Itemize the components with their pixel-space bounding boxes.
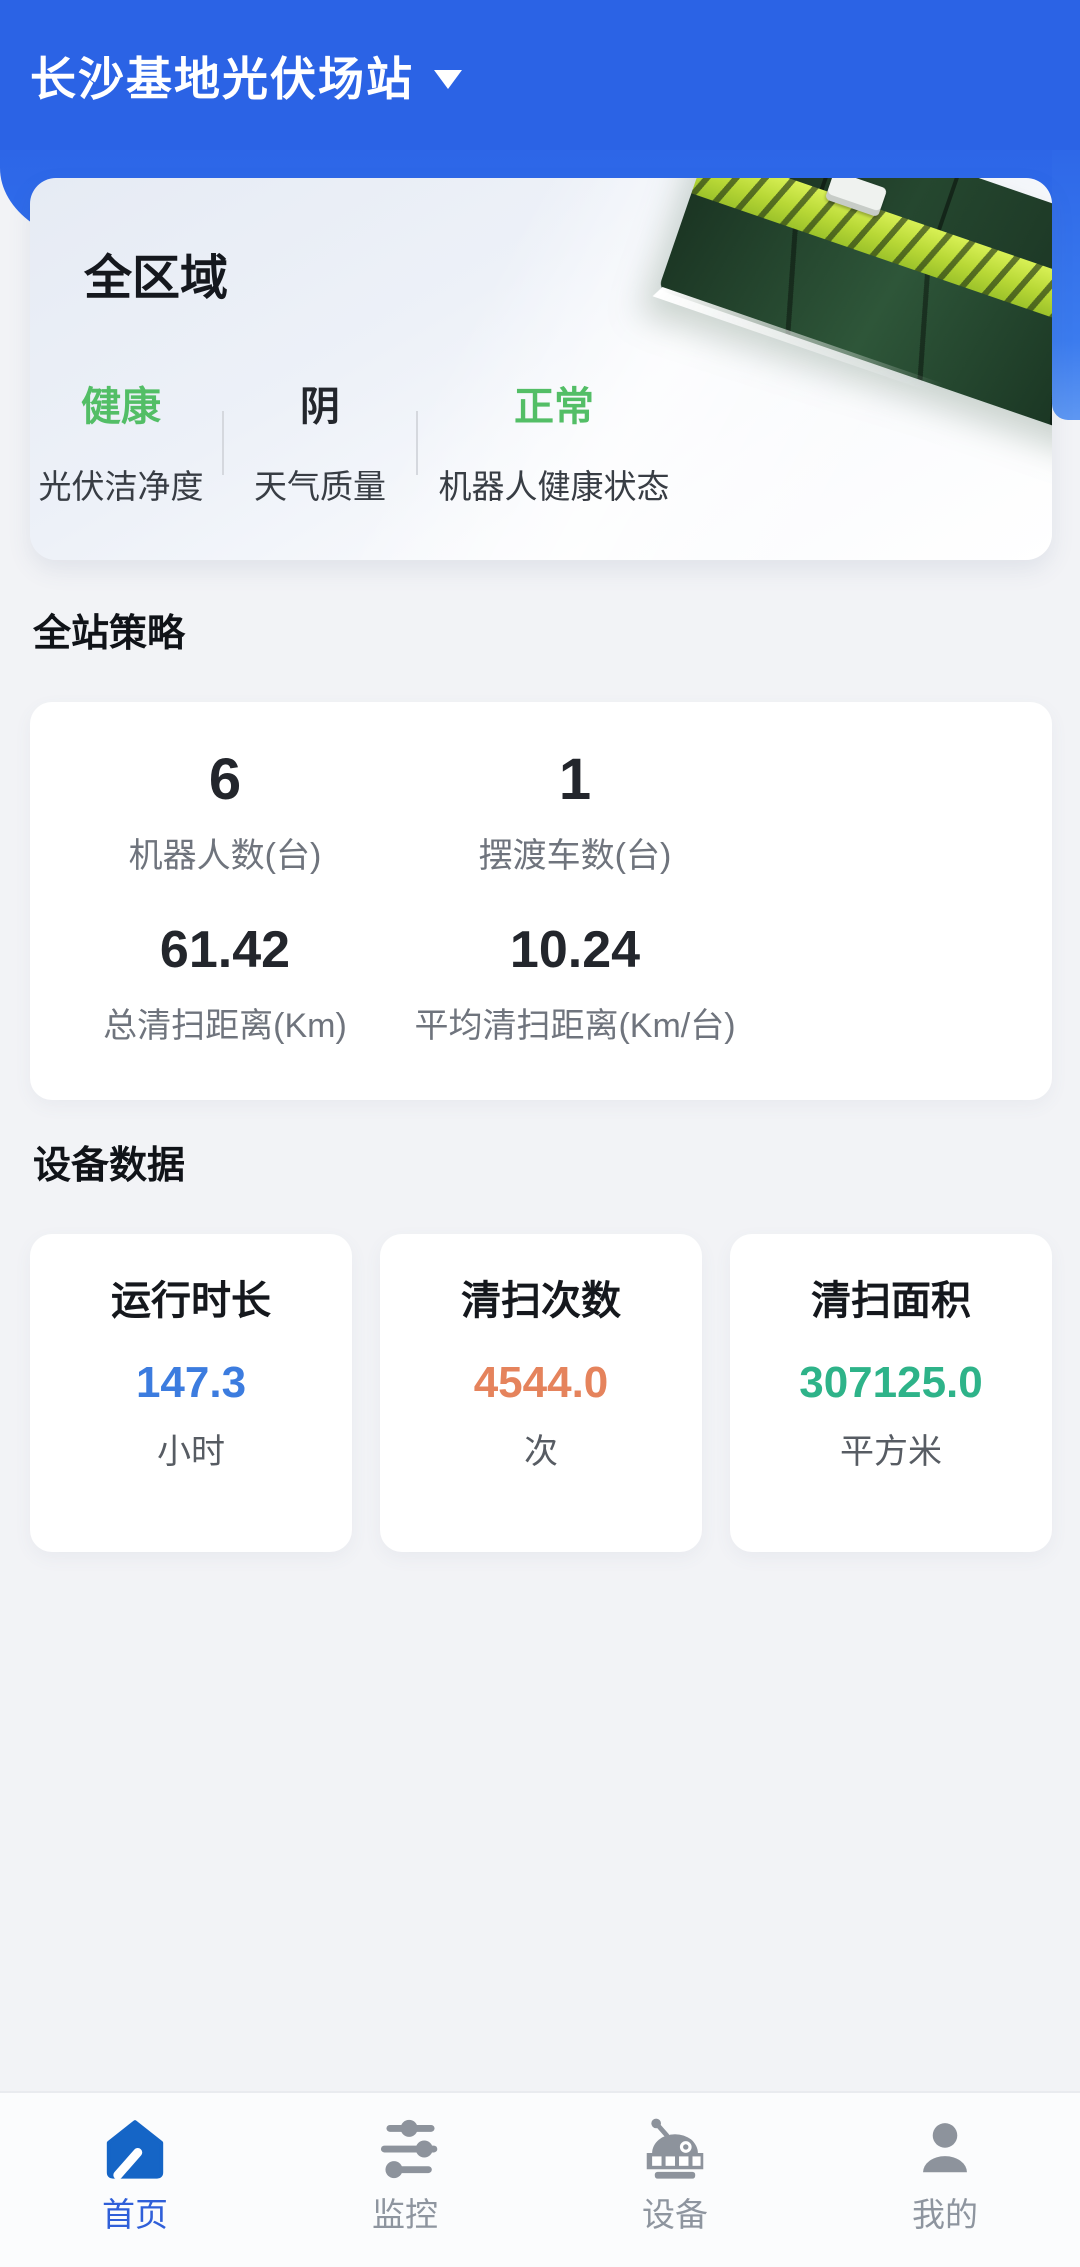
- user-icon: [906, 2113, 984, 2185]
- device-card-unit: 平方米: [840, 1433, 942, 1471]
- section-title-device: 设备数据: [33, 1145, 186, 1187]
- caret-down-icon: [434, 69, 462, 89]
- stat-label: 摆渡车数(台): [478, 837, 672, 875]
- device-cards-row: 运行时长 147.3 小时 清扫次数 4544.0 次 清扫面积 307125.…: [30, 1234, 1052, 1552]
- device-card-value: 147.3: [135, 1358, 247, 1407]
- status-divider: [222, 411, 224, 475]
- nav-item-device[interactable]: 设备: [540, 2093, 810, 2267]
- nav-item-home[interactable]: 首页: [0, 2093, 270, 2267]
- nav-item-monitor[interactable]: 监控: [270, 2093, 540, 2267]
- main-content: 全区域 健康 光伏洁净度 阴 天气质量 正常 机器人健康状态 全站策略: [0, 0, 1080, 1552]
- overview-status-row: 健康 光伏洁净度 阴 天气质量 正常 机器人健康状态: [39, 383, 670, 505]
- device-card-unit: 小时: [157, 1433, 225, 1471]
- stat-robot-count: 6 机器人数(台): [50, 748, 400, 876]
- nav-label: 监控: [372, 2196, 438, 2233]
- status-value: 健康: [81, 385, 161, 429]
- stat-label: 机器人数(台): [128, 837, 322, 875]
- nav-item-profile[interactable]: 我的: [810, 2093, 1080, 2267]
- section-title-strategy: 全站策略: [33, 613, 186, 655]
- device-card-title: 清扫面积: [811, 1279, 971, 1323]
- robot-icon: [636, 2113, 714, 2185]
- device-card-title: 运行时长: [111, 1279, 271, 1323]
- device-card-title: 清扫次数: [461, 1279, 621, 1323]
- status-divider: [416, 411, 418, 475]
- stat-average-distance: 10.24 平均清扫距离(Km/台): [400, 920, 750, 1046]
- stat-value: 10.24: [509, 921, 641, 979]
- station-title: 长沙基地光伏场站: [30, 53, 414, 105]
- strategy-stats-grid: 6 机器人数(台) 1 摆渡车数(台) 61.42 总清扫距离(Km) 10.2…: [50, 748, 1052, 1046]
- stat-value: 6: [208, 747, 242, 812]
- status-label: 机器人健康状态: [438, 468, 670, 505]
- home-icon: [96, 2113, 174, 2185]
- stat-value: 1: [558, 747, 592, 812]
- app-header: 长沙基地光伏场站: [0, 0, 1080, 152]
- overview-title: 全区域: [84, 252, 229, 305]
- device-card-unit: 次: [524, 1433, 558, 1471]
- nav-label: 首页: [102, 2196, 168, 2233]
- overview-card: 全区域 健康 光伏洁净度 阴 天气质量 正常 机器人健康状态: [30, 178, 1052, 560]
- nav-label: 设备: [642, 2196, 708, 2233]
- header-background: [0, 0, 1080, 152]
- status-label: 光伏洁净度: [38, 468, 204, 505]
- stat-label: 总清扫距离(Km): [103, 1007, 347, 1045]
- stat-shuttle-count: 1 摆渡车数(台): [400, 748, 750, 876]
- status-item-cleanliness: 健康 光伏洁净度: [39, 383, 204, 505]
- device-card-clean-count: 清扫次数 4544.0 次: [380, 1234, 702, 1552]
- status-value: 阴: [300, 385, 340, 429]
- bottom-nav: 首页 监控: [0, 2091, 1080, 2267]
- device-card-clean-area: 清扫面积 307125.0 平方米: [730, 1234, 1052, 1552]
- strategy-card: 6 机器人数(台) 1 摆渡车数(台) 61.42 总清扫距离(Km) 10.2…: [30, 702, 1052, 1100]
- stat-value: 61.42: [159, 921, 291, 979]
- status-item-weather: 阴 天气质量: [250, 383, 390, 505]
- station-selector[interactable]: 长沙基地光伏场站: [30, 43, 462, 109]
- status-item-robot-health: 正常 机器人健康状态: [439, 383, 670, 505]
- stat-label: 平均清扫距离(Km/台): [414, 1007, 736, 1045]
- status-value: 正常: [514, 385, 594, 429]
- device-card-value: 307125.0: [799, 1358, 983, 1407]
- nav-label: 我的: [912, 2196, 978, 2233]
- monitor-sliders-icon: [366, 2113, 444, 2185]
- header-background-right-strip: [1052, 150, 1080, 420]
- stat-total-distance: 61.42 总清扫距离(Km): [50, 920, 400, 1046]
- status-label: 天气质量: [254, 468, 386, 505]
- solar-panel-image: [658, 178, 1052, 446]
- device-card-value: 4544.0: [473, 1358, 609, 1407]
- device-card-runtime: 运行时长 147.3 小时: [30, 1234, 352, 1552]
